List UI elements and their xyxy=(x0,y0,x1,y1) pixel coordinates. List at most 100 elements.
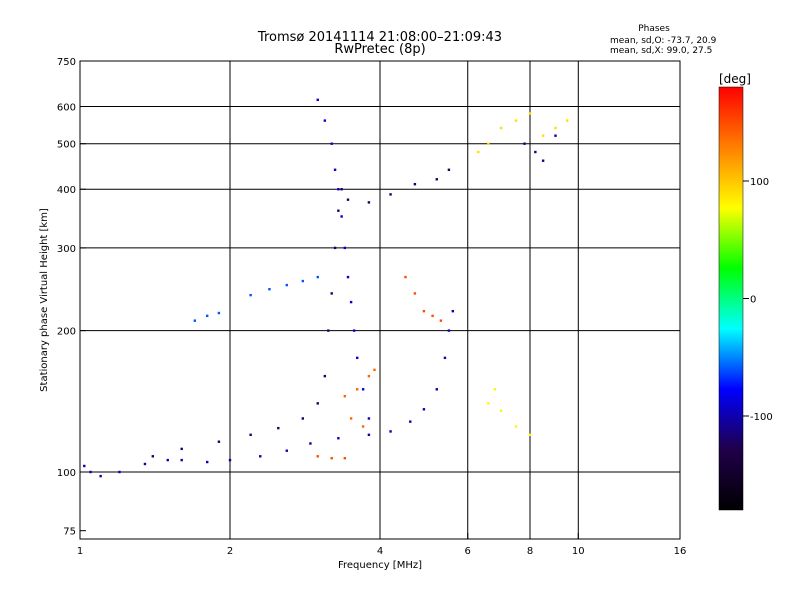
data-point xyxy=(367,374,371,378)
data-point xyxy=(499,126,503,130)
data-point xyxy=(361,388,365,391)
data-point xyxy=(268,288,271,291)
data-point xyxy=(514,119,518,122)
data-point xyxy=(523,142,526,145)
data-point xyxy=(541,159,545,162)
y-axis-label: Stationary phase Virtual Height [km] xyxy=(39,208,50,392)
data-point xyxy=(447,329,451,332)
data-point xyxy=(389,430,392,433)
chart-subtitle: RwPretec (8p) xyxy=(334,42,425,57)
data-point xyxy=(367,417,371,420)
data-point xyxy=(361,425,365,428)
y-tick-label: 200 xyxy=(57,327,76,338)
data-point xyxy=(528,112,532,115)
colorbar-tick-label: 0 xyxy=(750,295,756,306)
y-tick-label: 300 xyxy=(57,244,76,255)
data-point xyxy=(193,319,197,322)
data-point xyxy=(373,368,376,372)
data-point xyxy=(327,329,330,332)
data-point xyxy=(355,356,359,360)
x-tick-label: 10 xyxy=(572,546,585,557)
data-point xyxy=(316,402,319,405)
data-point xyxy=(277,426,280,430)
data-point xyxy=(316,275,319,279)
data-point xyxy=(514,425,518,428)
data-point xyxy=(487,402,490,405)
data-point xyxy=(143,462,147,466)
y-tick-label: 400 xyxy=(57,185,76,196)
x-axis-label: Frequency [MHz] xyxy=(338,560,422,571)
data-point xyxy=(431,314,434,318)
data-point xyxy=(389,193,392,196)
data-point xyxy=(217,440,221,443)
data-point xyxy=(404,275,407,279)
y-tick-label: 100 xyxy=(57,468,76,479)
data-point xyxy=(249,433,252,437)
colorbar xyxy=(718,86,744,511)
data-point xyxy=(352,329,356,332)
data-point xyxy=(151,455,155,458)
y-axis: 75 100 200 300 400 500 600 750 xyxy=(57,57,86,538)
y-tick-label: 600 xyxy=(57,103,76,114)
data-point xyxy=(118,470,121,474)
data-point xyxy=(346,275,350,279)
x-tick-label: 1 xyxy=(77,546,83,557)
data-point xyxy=(554,126,557,130)
data-point xyxy=(323,374,327,378)
data-point xyxy=(367,433,371,437)
x-tick-label: 8 xyxy=(527,546,533,557)
data-point xyxy=(83,464,86,468)
data-point xyxy=(228,458,232,462)
data-point xyxy=(337,209,340,212)
colorbar-tick-label: -100 xyxy=(750,412,773,423)
data-point xyxy=(333,168,337,171)
x-axis: 1 2 4 6 8 10 16 xyxy=(77,533,687,557)
data-point xyxy=(346,198,350,201)
data-point xyxy=(217,311,221,315)
data-point xyxy=(447,168,451,171)
y-tick-label: 75 xyxy=(63,527,76,538)
data-point xyxy=(367,201,371,204)
data-point xyxy=(301,417,305,420)
data-point xyxy=(413,292,417,295)
data-point xyxy=(443,356,447,360)
data-point xyxy=(323,119,327,122)
data-point xyxy=(316,98,319,102)
data-point xyxy=(422,408,426,411)
data-point xyxy=(343,246,347,250)
data-point xyxy=(554,134,557,137)
x-tick-label: 2 xyxy=(227,546,233,557)
data-point xyxy=(249,293,252,297)
data-point xyxy=(99,474,102,478)
data-point xyxy=(166,458,169,462)
data-point xyxy=(343,395,347,398)
data-point xyxy=(435,388,438,391)
data-point xyxy=(355,388,359,391)
data-point xyxy=(487,142,490,145)
colorbar-tick-label: 100 xyxy=(750,177,769,188)
data-point xyxy=(422,309,426,313)
data-point xyxy=(493,388,497,391)
x-tick-label: 16 xyxy=(674,546,687,557)
data-point xyxy=(180,447,183,451)
y-tick-label: 500 xyxy=(57,140,76,151)
data-point xyxy=(205,314,209,318)
data-point xyxy=(285,449,288,452)
plot-grid xyxy=(80,61,680,539)
data-point xyxy=(349,417,353,420)
data-point xyxy=(180,458,183,462)
data-point xyxy=(285,283,288,287)
data-point xyxy=(316,455,319,458)
stats-heading: Phases xyxy=(638,24,670,34)
stats-line-x: mean, sd,X: 99.0, 27.5 xyxy=(610,46,712,56)
data-points xyxy=(83,98,569,478)
data-point xyxy=(528,433,532,437)
x-tick-label: 4 xyxy=(377,546,383,557)
data-point xyxy=(413,182,417,186)
colorbar-label: [deg] xyxy=(719,72,751,86)
data-point xyxy=(451,309,455,313)
data-point xyxy=(337,437,340,440)
data-point xyxy=(330,456,333,460)
data-point xyxy=(343,456,347,460)
